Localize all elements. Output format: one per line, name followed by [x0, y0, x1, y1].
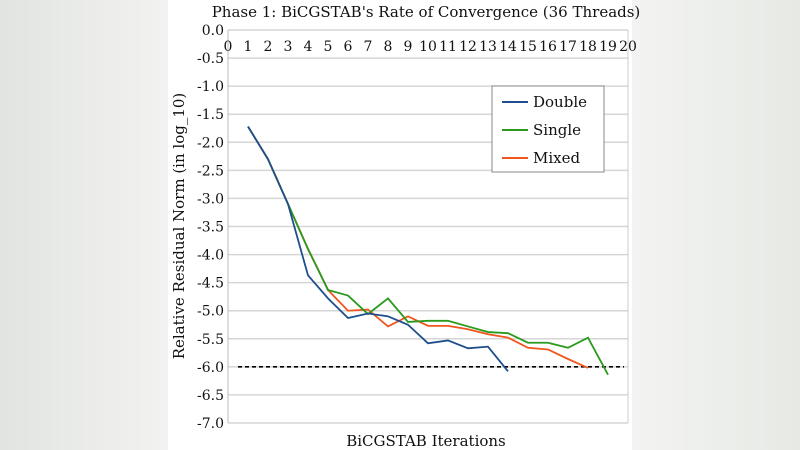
- x-tick-label: 6: [344, 39, 353, 55]
- y-tick-label: -3.0: [197, 191, 224, 207]
- x-tick-label: 18: [579, 39, 597, 55]
- x-tick-label: 4: [304, 39, 313, 55]
- x-tick-label: 17: [559, 39, 577, 55]
- series-line-single: [247, 126, 609, 376]
- x-tick-label: 13: [479, 39, 497, 55]
- background-right: [632, 0, 800, 450]
- y-tick-label: -6.5: [197, 388, 224, 404]
- y-tick-label: -4.0: [197, 248, 224, 264]
- legend: Double Single Mixed: [491, 85, 605, 173]
- y-tick-label: -5.0: [197, 304, 224, 320]
- x-tick-label: 11: [439, 39, 457, 55]
- x-tick-label: 7: [364, 39, 373, 55]
- legend-label-mixed: Mixed: [533, 149, 580, 167]
- x-tick-label: 2: [264, 39, 273, 55]
- y-tick-label: -1.5: [197, 107, 224, 123]
- x-tick-label: 15: [519, 39, 537, 55]
- x-tick-label: 14: [499, 39, 517, 55]
- y-tick-label: -7.0: [197, 416, 224, 432]
- x-tick-label: 5: [324, 39, 333, 55]
- x-tick-label: 9: [404, 39, 413, 55]
- y-axis-label: Relative Residual Norm (in log_10): [170, 93, 188, 360]
- x-tick-label: 20: [619, 39, 637, 55]
- x-tick-label: 1: [244, 39, 253, 55]
- y-tick-label: -3.5: [197, 220, 224, 236]
- y-tick-label: -0.5: [197, 51, 224, 67]
- x-tick-label: 0: [224, 39, 233, 55]
- y-tick-label: -1.0: [197, 79, 224, 95]
- series-line-double: [247, 126, 509, 372]
- x-tick-label: 10: [419, 39, 437, 55]
- x-tick-label: 3: [284, 39, 293, 55]
- x-axis-label: BiCGSTAB Iterations: [346, 432, 506, 450]
- x-tick-label: 12: [459, 39, 477, 55]
- y-tick-label: -2.5: [197, 163, 224, 179]
- x-tick-label: 16: [539, 39, 557, 55]
- chart-panel: [168, 0, 632, 450]
- y-tick-label: -5.5: [197, 332, 224, 348]
- x-tick-label: 19: [599, 39, 617, 55]
- background-left: [0, 0, 168, 450]
- chart-title: Phase 1: BiCGSTAB's Rate of Convergence …: [212, 3, 641, 21]
- y-tick-label: 0.0: [202, 23, 224, 39]
- legend-label-single: Single: [533, 121, 581, 139]
- x-tick-label: 8: [384, 39, 393, 55]
- y-tick-label: -2.0: [197, 135, 224, 151]
- legend-label-double: Double: [533, 93, 587, 111]
- y-tick-label: -6.0: [197, 360, 224, 376]
- y-tick-label: -4.5: [197, 276, 224, 292]
